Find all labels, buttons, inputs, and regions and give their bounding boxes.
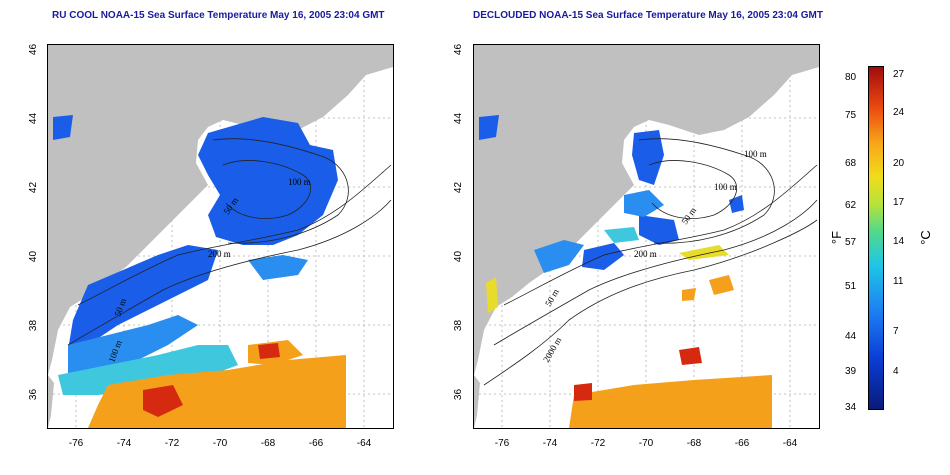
left-lon-tick: -64 — [356, 438, 372, 449]
right-lat-tick: 42 — [453, 181, 465, 194]
right-map-title: DECLOUDED NOAA-15 Sea Surface Temperatur… — [473, 10, 823, 21]
right-lon-tick: -64 — [782, 438, 798, 449]
left-lon-tick: -76 — [68, 438, 84, 449]
right-land — [474, 45, 819, 375]
right-depth-label-6: 2000 m — [541, 335, 563, 364]
left-depth-label-3: 200 m — [208, 249, 231, 259]
left-lon-tick: -66 — [308, 438, 324, 449]
left-sst-map: 100 m 50 m 200 m 50 m 100 m — [47, 44, 394, 429]
left-lon-tick: -74 — [116, 438, 132, 449]
left-lat-tick: 40 — [28, 250, 40, 263]
right-lat-tick: 44 — [453, 112, 465, 125]
right-lon-tick: -68 — [686, 438, 702, 449]
left-map-graphic: 100 m 50 m 200 m 50 m 100 m — [48, 45, 393, 428]
right-lon-tick: -70 — [638, 438, 654, 449]
fahrenheit-tick: 51 — [845, 281, 857, 292]
left-depth-label-1: 100 m — [288, 177, 311, 187]
left-lat-tick: 38 — [28, 319, 40, 332]
left-lon-tick: -70 — [212, 438, 228, 449]
celsius-tick: 27 — [893, 69, 905, 80]
fahrenheit-tick: 75 — [845, 110, 857, 121]
celsius-unit-label: °C — [917, 230, 933, 245]
right-lon-tick: -74 — [542, 438, 558, 449]
fahrenheit-tick: 34 — [845, 402, 857, 413]
fahrenheit-tick: 39 — [845, 366, 857, 377]
left-lon-tick: -68 — [260, 438, 276, 449]
right-lat-tick: 38 — [453, 319, 465, 332]
left-lat-tick: 46 — [28, 43, 40, 56]
right-depth-label-4: 200 m — [634, 249, 657, 259]
celsius-tick: 7 — [893, 326, 899, 337]
left-lat-tick: 42 — [28, 181, 40, 194]
left-lon-tick: -72 — [164, 438, 180, 449]
fahrenheit-unit-label: °F — [829, 230, 845, 245]
right-lon-tick: -76 — [494, 438, 510, 449]
right-warm-water — [569, 275, 772, 428]
right-depth-label-1: 100 m — [744, 149, 767, 159]
right-map-graphic: 100 m 100 m 50 m 200 m 50 m 2000 m — [474, 45, 819, 428]
right-lon-tick: -72 — [590, 438, 606, 449]
celsius-tick: 14 — [893, 236, 905, 247]
fahrenheit-tick: 62 — [845, 200, 857, 211]
fahrenheit-tick: 57 — [845, 237, 857, 248]
celsius-tick: 11 — [893, 276, 904, 287]
right-lat-tick: 46 — [453, 43, 465, 56]
right-depth-label-3: 50 m — [679, 205, 698, 226]
right-lat-tick: 40 — [453, 250, 465, 263]
temperature-colorbar — [868, 66, 884, 410]
left-lat-tick: 44 — [28, 112, 40, 125]
right-sst-map: 100 m 100 m 50 m 200 m 50 m 2000 m — [473, 44, 820, 429]
left-land — [48, 45, 393, 375]
right-lon-tick: -66 — [734, 438, 750, 449]
fahrenheit-tick: 68 — [845, 158, 857, 169]
right-lat-tick: 36 — [453, 388, 465, 401]
right-depth-label-5: 50 m — [543, 287, 561, 308]
celsius-tick: 4 — [893, 366, 899, 377]
celsius-tick: 17 — [893, 197, 905, 208]
left-cold-water — [53, 115, 338, 350]
celsius-tick: 20 — [893, 158, 905, 169]
left-lat-tick: 36 — [28, 388, 40, 401]
fahrenheit-tick: 44 — [845, 331, 857, 342]
celsius-tick: 24 — [893, 107, 905, 118]
right-depth-label-2: 100 m — [714, 182, 737, 192]
left-map-title: RU COOL NOAA-15 Sea Surface Temperature … — [52, 10, 385, 21]
fahrenheit-tick: 80 — [845, 72, 857, 83]
